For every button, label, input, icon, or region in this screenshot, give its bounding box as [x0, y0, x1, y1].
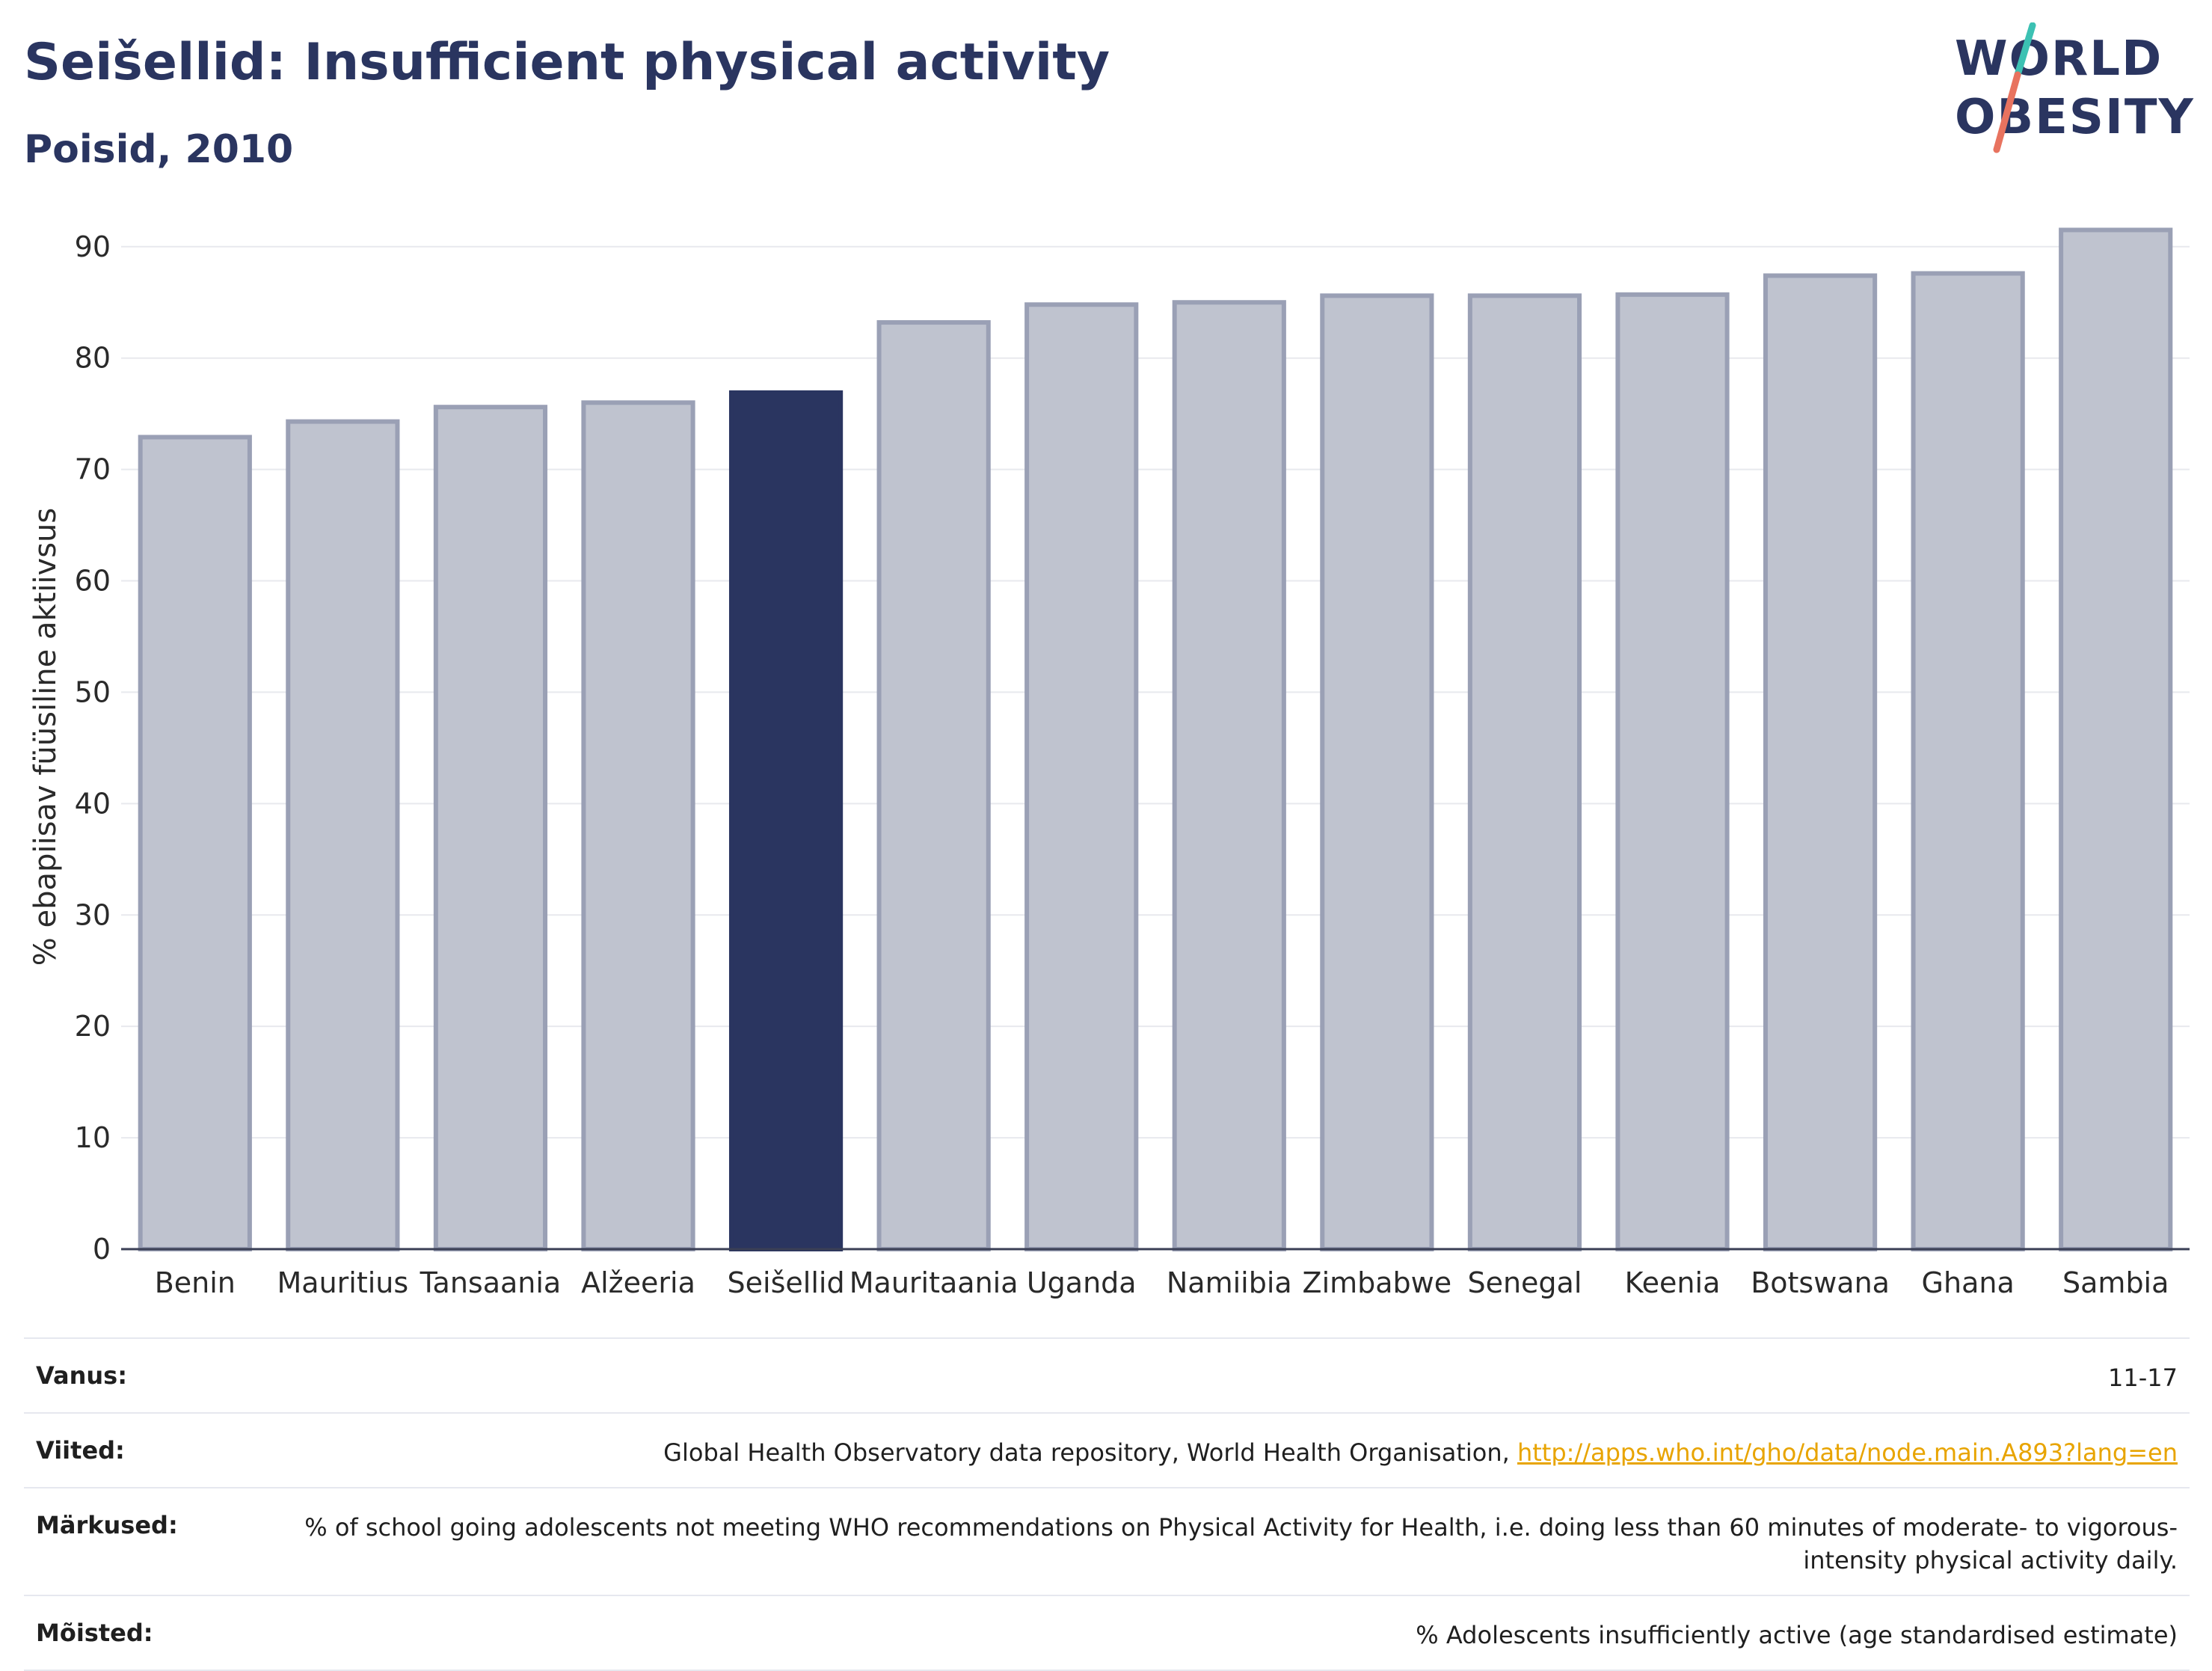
y-tick-labels: 0 10 20 30 40 50 60 70 80 90: [75, 230, 111, 1266]
x-tick-label: Ghana: [1922, 1266, 2015, 1299]
bar: [1911, 271, 2025, 1251]
x-tick-label: Tansaania: [420, 1266, 562, 1299]
y-tick-label: 50: [75, 675, 111, 708]
y-tick-label: 70: [75, 453, 111, 486]
bar: [876, 320, 991, 1252]
bar: [433, 405, 548, 1251]
bar: [1024, 302, 1139, 1251]
bar-chart: 0 10 20 30 40 50 60 70 80 90 Benin Mauritius Tansaa…: [28, 227, 2190, 1299]
references-value: Global Health Observatory data repositor…: [230, 1436, 2178, 1469]
bar: [1467, 293, 1582, 1252]
bar-highlight: [728, 390, 844, 1252]
references-text: Global Health Observatory data repositor…: [663, 1438, 1517, 1467]
references-label: Viited:: [36, 1436, 125, 1465]
chart-title: Seišellid: Insufficient physical activit…: [24, 33, 1110, 92]
bar: [581, 400, 695, 1251]
metadata-table: Vanus: 11-17 Viited: Global Health Obser…: [24, 1337, 2190, 1671]
y-tick-label: 30: [75, 898, 111, 931]
x-tick-label: Uganda: [1027, 1266, 1137, 1299]
references-link[interactable]: http://apps.who.int/gho/data/node.main.A…: [1517, 1438, 2178, 1467]
x-tick-label: Sambia: [2062, 1266, 2169, 1299]
x-tick-label: Mauritius: [277, 1266, 409, 1299]
x-tick-label: Alžeeria: [581, 1266, 695, 1299]
bar: [1320, 293, 1434, 1252]
y-tick-label: 0: [93, 1233, 111, 1266]
bar: [1615, 292, 1730, 1252]
logo-line2: OBESITY: [1955, 90, 2195, 145]
logo-slash-teal: [2014, 22, 2036, 79]
x-tick-label: Seišellid: [728, 1266, 845, 1299]
gridlines: [121, 245, 2190, 1250]
bars: [138, 227, 2173, 1252]
notes-value: % of school going adolescents not meetin…: [304, 1513, 2178, 1575]
definitions-value: % Adolescents insufficiently active (age…: [1416, 1621, 2178, 1649]
bar: [2059, 227, 2173, 1251]
x-tick-labels: Benin Mauritius Tansaania Alžeeria Seišellid…: [155, 1266, 2169, 1299]
y-tick-label: 80: [75, 342, 111, 375]
bar: [286, 419, 400, 1252]
notes-label: Märkused:: [36, 1511, 178, 1539]
y-tick-label: 60: [75, 565, 111, 598]
logo-line1: WORLD: [1955, 31, 2163, 87]
meta-row-age: Vanus: 11-17: [24, 1337, 2190, 1412]
x-tick-label: Keenia: [1625, 1266, 1721, 1299]
x-tick-label: Zimbabwe: [1303, 1266, 1452, 1299]
x-tick-label: Senegal: [1467, 1266, 1582, 1299]
logo-slash-coral: [1993, 71, 2021, 153]
chart-subtitle: Poisid, 2010: [24, 127, 294, 172]
world-obesity-logo: WORLD OBESITY: [1955, 22, 2195, 153]
x-tick-label: Botswana: [1751, 1266, 1890, 1299]
y-tick-label: 10: [75, 1121, 111, 1154]
x-tick-label: Namiibia: [1167, 1266, 1292, 1299]
age-label: Vanus:: [36, 1361, 128, 1390]
bar: [1172, 300, 1286, 1251]
meta-row-references: Viited: Global Health Observatory data r…: [24, 1412, 2190, 1487]
y-axis-label: % ebapiisav füüsiline aktiivsus: [28, 508, 63, 966]
x-tick-label: Benin: [155, 1266, 236, 1299]
bar: [1763, 273, 1878, 1251]
y-tick-label: 20: [75, 1010, 111, 1043]
y-tick-label: 40: [75, 787, 111, 820]
meta-row-notes: Märkused: % of school going adolescents …: [24, 1487, 2190, 1595]
age-value: 11-17: [2108, 1364, 2178, 1392]
definitions-label: Mõisted:: [36, 1619, 153, 1647]
x-tick-label: Mauritaania: [850, 1266, 1019, 1299]
y-tick-label: 90: [75, 230, 111, 263]
bar: [138, 435, 252, 1251]
meta-row-definitions: Mõisted: % Adolescents insufficiently ac…: [24, 1595, 2190, 1671]
